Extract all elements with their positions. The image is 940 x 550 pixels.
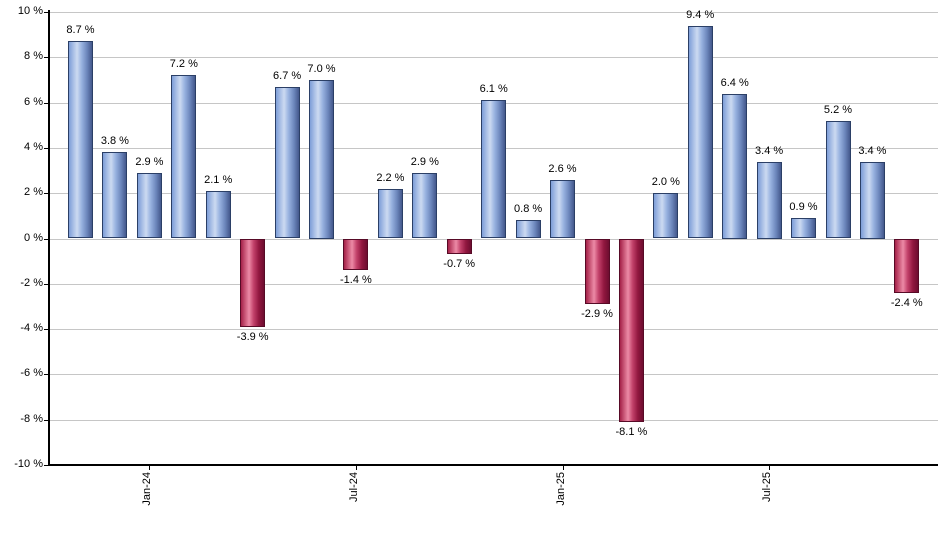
bar-positive[interactable]: [515, 220, 541, 239]
y-axis-tick: [44, 147, 48, 149]
y-axis-tick-label: 2 %: [24, 186, 43, 199]
y-axis-tick-label: -4 %: [20, 322, 43, 335]
bar-value-label: 3.4 %: [858, 144, 887, 157]
bar-value-label: -0.7 %: [443, 258, 476, 271]
bar-negative[interactable]: [618, 238, 644, 422]
y-axis-tick-label: 0 %: [24, 231, 43, 244]
bar-positive[interactable]: [687, 25, 713, 239]
bar-positive[interactable]: [825, 120, 851, 239]
y-axis-tick: [44, 193, 48, 195]
bar-positive[interactable]: [205, 190, 231, 239]
bar-positive[interactable]: [791, 218, 816, 239]
y-axis-tick-label: 8 %: [24, 50, 43, 63]
bar-value-label: 6.4 %: [720, 76, 749, 89]
bar-value-label: 9.4 %: [686, 8, 715, 21]
y-axis-tick-label: -10 %: [14, 458, 43, 470]
bar-value-label: 6.1 %: [479, 83, 508, 96]
bar-value-label: 2.6 %: [548, 162, 577, 175]
bar-positive[interactable]: [136, 172, 162, 239]
gridline: [49, 12, 938, 13]
x-axis-tick-label: Jan-24: [141, 472, 154, 506]
bar-value-label: -1.4 %: [339, 274, 372, 287]
bar-value-label: 0.9 %: [789, 201, 818, 214]
bar-positive[interactable]: [481, 100, 507, 239]
bar-negative[interactable]: [894, 238, 920, 293]
gridline: [49, 57, 938, 59]
bar-positive[interactable]: [412, 172, 438, 239]
bar-negative[interactable]: [584, 238, 610, 305]
gridline: [49, 283, 938, 285]
bar-value-label: 7.2 %: [169, 58, 198, 71]
y-axis-tick: [44, 465, 48, 466]
bar-value-label: 2.0 %: [651, 176, 680, 189]
y-axis-line: [48, 10, 50, 466]
x-axis-tick: [355, 466, 357, 470]
bar-positive[interactable]: [171, 75, 197, 239]
x-axis-tick-label: Jan-25: [554, 472, 567, 506]
bar-value-label: 2.2 %: [376, 171, 405, 184]
gridline: [49, 419, 938, 421]
bar-positive[interactable]: [309, 80, 334, 239]
bar-value-label: 3.4 %: [755, 144, 784, 157]
y-axis-tick-label: 6 %: [24, 95, 43, 108]
x-axis-tick: [769, 466, 771, 470]
bar-value-label: -8.1 %: [615, 426, 648, 438]
bar-positive[interactable]: [756, 161, 782, 239]
bar-negative[interactable]: [446, 238, 472, 255]
bar-value-label: 6.7 %: [273, 69, 302, 82]
bar-value-label: 3.8 %: [100, 135, 129, 148]
plot-area: [49, 12, 938, 465]
gridline: [49, 329, 938, 331]
bar-negative[interactable]: [240, 238, 266, 327]
y-axis-tick: [44, 329, 48, 331]
bar-positive[interactable]: [68, 41, 93, 239]
bar-positive[interactable]: [274, 86, 300, 239]
bar-positive[interactable]: [722, 93, 748, 239]
y-axis-tick: [44, 12, 48, 13]
y-axis-tick-label: -2 %: [20, 276, 43, 289]
bar-value-label: 2.9 %: [410, 155, 439, 168]
gridline: [49, 238, 938, 240]
bar-positive[interactable]: [653, 193, 679, 239]
x-axis-tick: [149, 466, 151, 470]
gridline: [49, 374, 938, 376]
bar-value-label: 2.1 %: [204, 173, 233, 186]
bar-positive[interactable]: [859, 161, 885, 239]
y-axis-tick-label: 4 %: [24, 140, 43, 153]
bar-value-label: -2.4 %: [890, 296, 923, 309]
bar-negative[interactable]: [343, 238, 369, 271]
y-axis-tick: [44, 238, 48, 240]
bar-value-label: 5.2 %: [823, 103, 853, 116]
bar-value-label: -2.9 %: [581, 308, 613, 321]
bar-positive[interactable]: [550, 179, 575, 239]
bar-value-label: 8.7 %: [66, 24, 95, 37]
bar-value-label: 0.8 %: [514, 203, 543, 216]
x-axis-line: [48, 464, 938, 466]
y-axis-tick: [44, 283, 48, 285]
y-axis-tick-label: -6 %: [20, 367, 43, 380]
y-axis-tick: [44, 102, 48, 104]
y-axis-tick-label: 10 %: [17, 5, 43, 17]
y-axis-tick: [44, 57, 48, 59]
bar-positive[interactable]: [377, 188, 403, 239]
bar-value-label: 2.9 %: [135, 155, 164, 168]
bar-value-label: 7.0 %: [307, 63, 336, 75]
bar-value-label: -3.9 %: [236, 330, 269, 343]
y-axis-tick-label: -8 %: [20, 412, 43, 425]
y-axis-tick: [44, 419, 48, 421]
x-axis-tick-label: Jul-24: [347, 472, 360, 502]
x-axis-tick-label: Jul-25: [761, 472, 774, 502]
y-axis-tick: [44, 374, 48, 376]
bar-positive[interactable]: [102, 152, 128, 239]
x-axis-tick: [562, 466, 564, 470]
